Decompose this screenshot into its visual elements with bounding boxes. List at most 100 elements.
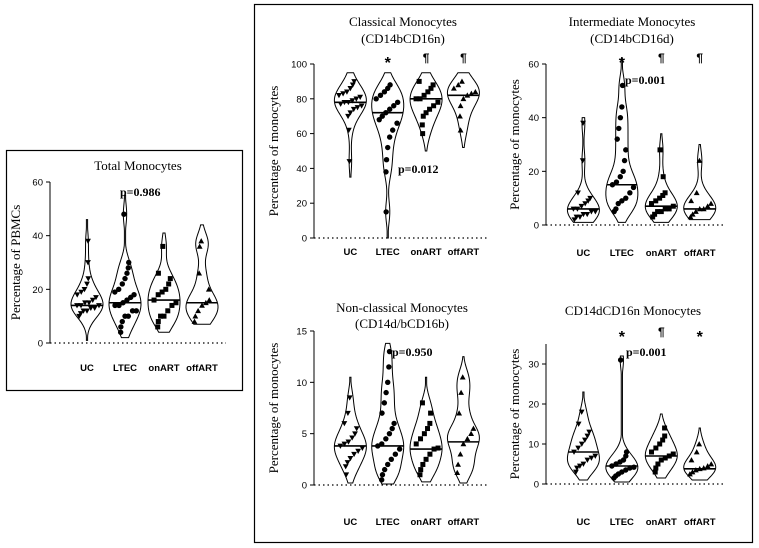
data-point bbox=[655, 461, 661, 467]
data-point bbox=[592, 453, 599, 459]
data-point bbox=[455, 81, 462, 88]
violin-outline bbox=[371, 342, 405, 485]
data-point bbox=[115, 286, 122, 293]
data-point bbox=[472, 88, 479, 95]
x-tick-label: LTEC bbox=[113, 363, 137, 374]
data-point bbox=[631, 464, 637, 470]
p-value: p=0.001 bbox=[626, 345, 667, 359]
x-tick-label: offART bbox=[684, 248, 716, 259]
data-point bbox=[199, 302, 205, 308]
data-point bbox=[383, 209, 389, 215]
data-point bbox=[191, 318, 198, 324]
significance-mark: ¶ bbox=[423, 51, 430, 65]
data-point bbox=[617, 174, 623, 180]
data-point bbox=[133, 308, 140, 314]
data-point bbox=[346, 159, 353, 165]
data-point bbox=[616, 125, 622, 132]
data-point bbox=[344, 89, 350, 95]
data-point bbox=[89, 297, 96, 303]
data-point bbox=[584, 457, 591, 463]
chart-intermediate: Intermediate Monocytes (CD14bCD16d) Percen… bbox=[507, 14, 724, 259]
data-point bbox=[704, 463, 711, 469]
data-point bbox=[383, 389, 389, 396]
data-point bbox=[662, 190, 668, 196]
data-point bbox=[575, 445, 582, 451]
data-point bbox=[118, 324, 124, 330]
data-point bbox=[648, 201, 654, 207]
data-point bbox=[341, 99, 348, 106]
violin-outline bbox=[70, 219, 104, 341]
significance-mark: ¶ bbox=[658, 51, 665, 65]
violin-outline bbox=[446, 72, 480, 149]
chart-title: Non-classical Monocytes bbox=[336, 300, 468, 315]
p-value: p=0.001 bbox=[625, 73, 666, 87]
data-point bbox=[570, 206, 577, 212]
significance-mark: * bbox=[697, 329, 704, 346]
data-point bbox=[165, 308, 171, 314]
data-point bbox=[575, 190, 581, 196]
data-point bbox=[124, 270, 130, 276]
data-point bbox=[700, 206, 707, 212]
data-point bbox=[389, 425, 395, 432]
data-point bbox=[78, 289, 85, 295]
data-point bbox=[708, 200, 714, 206]
data-point bbox=[155, 270, 161, 276]
significance-mark: * bbox=[619, 329, 626, 346]
data-point bbox=[383, 157, 390, 163]
data-point bbox=[450, 85, 457, 91]
data-point bbox=[155, 319, 161, 325]
data-point bbox=[388, 456, 395, 463]
data-point bbox=[85, 238, 91, 244]
subsets-frame bbox=[253, 3, 754, 544]
data-point bbox=[662, 455, 668, 461]
y-tick-label: 20 bbox=[528, 400, 539, 411]
data-point bbox=[620, 168, 626, 175]
x-tick-label: UC bbox=[344, 247, 358, 258]
data-point bbox=[345, 113, 351, 120]
data-point bbox=[418, 436, 424, 442]
data-point bbox=[417, 472, 423, 478]
chart-cd14dcd16n: CD14dCD16n Monocytes Percentage of monocy… bbox=[507, 303, 724, 528]
data-point bbox=[343, 472, 350, 478]
data-point bbox=[584, 211, 591, 218]
data-point bbox=[337, 101, 344, 107]
data-point bbox=[620, 457, 627, 463]
data-point bbox=[413, 441, 419, 447]
data-point bbox=[358, 103, 365, 109]
x-tick-label: offART bbox=[448, 517, 480, 528]
violin-offart bbox=[446, 356, 480, 484]
data-point bbox=[586, 429, 593, 435]
data-point bbox=[349, 435, 356, 441]
data-point bbox=[163, 286, 169, 292]
data-point bbox=[419, 400, 425, 406]
data-point bbox=[458, 389, 465, 395]
data-point bbox=[428, 410, 434, 416]
data-point bbox=[431, 446, 437, 452]
data-point bbox=[578, 441, 585, 447]
y-axis-label: Percentage of PBMCs bbox=[8, 205, 23, 321]
data-point bbox=[345, 127, 352, 134]
chart-title: (CD14d/bCD16b) bbox=[355, 316, 449, 331]
y-axis-label: Percentage of monocytes bbox=[266, 343, 281, 474]
data-point bbox=[578, 203, 585, 210]
data-point bbox=[418, 467, 424, 473]
data-point bbox=[346, 395, 353, 401]
data-point bbox=[85, 260, 91, 266]
chart-title: Classical Monocytes bbox=[349, 14, 457, 29]
data-point bbox=[381, 400, 388, 406]
data-point bbox=[202, 299, 209, 306]
data-point bbox=[662, 433, 668, 439]
chart-title: Total Monocytes bbox=[94, 158, 182, 173]
data-point bbox=[421, 92, 427, 98]
data-point bbox=[155, 292, 161, 298]
violin-outline bbox=[683, 427, 717, 481]
data-point bbox=[580, 461, 587, 467]
data-point bbox=[619, 104, 625, 110]
violin-ltec bbox=[371, 342, 405, 485]
y-tick-label: 0 bbox=[302, 234, 307, 245]
chart-nonclassical: Non-classical Monocytes(CD14d/bCD16b) Per… bbox=[266, 300, 487, 528]
y-axis-label: Percentage of monocytes bbox=[507, 349, 522, 480]
data-point bbox=[693, 449, 700, 455]
data-point bbox=[670, 203, 676, 209]
data-point bbox=[688, 197, 695, 204]
